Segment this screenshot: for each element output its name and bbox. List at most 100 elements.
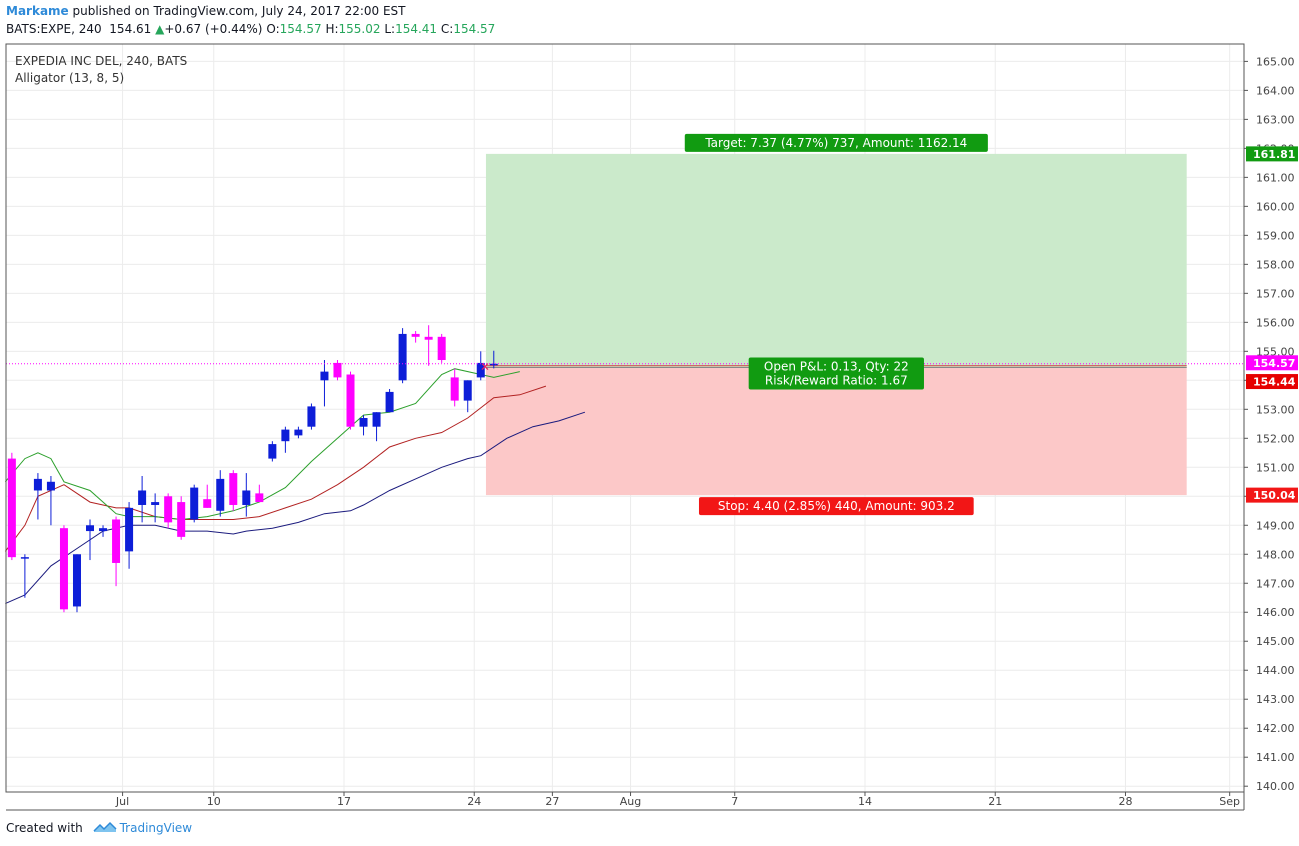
- legend-title: EXPEDIA INC DEL, 240, BATS: [15, 54, 187, 68]
- target-label-bg: [684, 133, 988, 152]
- candle-body[interactable]: [398, 333, 407, 381]
- target-label[interactable]: Target: 7.37 (4.77%) 737, Amount: 1162.1…: [684, 133, 988, 152]
- price-tick-label: 147.00: [1256, 577, 1295, 590]
- tradingview-logo-icon[interactable]: [93, 821, 117, 833]
- price-tick-label: 149.00: [1256, 519, 1295, 532]
- open-value: 154.57: [279, 22, 322, 36]
- candle-body[interactable]: [99, 528, 108, 532]
- candle-body[interactable]: [255, 493, 264, 503]
- price-tag: [1246, 487, 1298, 503]
- price-tick-label: 156.00: [1256, 316, 1295, 329]
- time-tick-label: 27: [545, 795, 559, 808]
- time-tick-label: Jul: [115, 795, 129, 808]
- candle-body[interactable]: [46, 481, 55, 491]
- price-tick-label: 152.00: [1256, 432, 1295, 445]
- price-tick-label: 165.00: [1256, 55, 1295, 68]
- price-tick-label: 142.00: [1256, 722, 1295, 735]
- candle-body[interactable]: [346, 374, 355, 427]
- time-tick-label: 24: [467, 795, 481, 808]
- low-label: L:: [384, 22, 396, 36]
- time-tick-label: 10: [207, 795, 221, 808]
- candle-body[interactable]: [20, 557, 29, 559]
- price-tick-label: 159.00: [1256, 229, 1295, 242]
- price-tag-label: 154.44: [1253, 376, 1296, 389]
- time-tick-label: 14: [858, 795, 872, 808]
- position-zones: [485, 153, 1187, 496]
- candle-body[interactable]: [216, 478, 225, 511]
- price-tag: [1246, 355, 1298, 371]
- price-tick-label: 158.00: [1256, 258, 1295, 271]
- risk-reward-label-text: Open P&L: 0.13, Qty: 22: [764, 360, 909, 374]
- candle-body[interactable]: [203, 499, 212, 508]
- candle-body[interactable]: [138, 490, 147, 505]
- candle-body[interactable]: [307, 406, 316, 427]
- candle-body[interactable]: [463, 380, 472, 401]
- time-tick-label: Aug: [620, 795, 641, 808]
- high-value: 155.02: [338, 22, 381, 36]
- risk-reward-label-text: Risk/Reward Ratio: 1.67: [765, 374, 908, 388]
- candle-body[interactable]: [424, 336, 433, 340]
- candle-body[interactable]: [411, 333, 420, 337]
- open-label: O:: [266, 22, 280, 36]
- close-label: C:: [440, 22, 454, 36]
- time-tick-label: 17: [337, 795, 351, 808]
- candle-body[interactable]: [112, 519, 121, 563]
- close-value: 154.57: [453, 22, 496, 36]
- candle-body[interactable]: [125, 507, 134, 552]
- candle-body[interactable]: [385, 391, 394, 413]
- candle-body[interactable]: [333, 362, 342, 378]
- price-chart[interactable]: Target: 7.37 (4.77%) 737, Amount: 1162.1…: [0, 0, 1299, 812]
- price-tick-label: 157.00: [1256, 287, 1295, 300]
- price-tick-label: 160.00: [1256, 200, 1295, 213]
- candle-body[interactable]: [450, 377, 459, 401]
- profit-zone[interactable]: [485, 153, 1187, 368]
- price-tick-label: 161.00: [1256, 171, 1295, 184]
- candle-body[interactable]: [33, 478, 42, 491]
- change-up-icon: ▲: [155, 22, 165, 36]
- low-value: 154.41: [395, 22, 438, 36]
- publish-info: Markame published on TradingView.com, Ju…: [6, 3, 406, 19]
- candle-body[interactable]: [281, 429, 290, 442]
- candle-body[interactable]: [489, 363, 498, 366]
- candle-body[interactable]: [151, 502, 160, 505]
- time-tick-label: 21: [988, 795, 1002, 808]
- symbol-interval: BATS:EXPE, 240: [6, 22, 102, 36]
- ohlc-header: BATS:EXPE, 240 154.61 ▲+0.67 (+0.44%) O:…: [6, 21, 495, 37]
- candle-body[interactable]: [476, 362, 485, 378]
- candle-body[interactable]: [242, 490, 251, 505]
- price-change: +0.67 (+0.44%): [164, 22, 263, 36]
- price-tick-label: 140.00: [1256, 780, 1295, 793]
- candle-body[interactable]: [86, 525, 95, 532]
- candle-body[interactable]: [164, 496, 173, 523]
- stop-label[interactable]: Stop: 4.40 (2.85%) 440, Amount: 903.2: [698, 497, 974, 516]
- price-tag-label: 161.81: [1253, 148, 1295, 161]
- legend-indicator[interactable]: Alligator (13, 8, 5): [15, 71, 124, 85]
- candle-body[interactable]: [59, 528, 68, 610]
- time-tick-label: 28: [1118, 795, 1132, 808]
- candle-body[interactable]: [320, 371, 329, 381]
- candle-body[interactable]: [177, 502, 186, 537]
- chart-frame: [5, 43, 1245, 811]
- candle-body[interactable]: [372, 412, 381, 427]
- created-with-text: Created with: [6, 821, 83, 835]
- grid: [6, 44, 1244, 792]
- candle-body[interactable]: [7, 458, 16, 558]
- risk-reward-label-bg: [748, 357, 924, 390]
- candles: [6, 325, 1244, 613]
- candle-body[interactable]: [229, 473, 238, 505]
- candle-body[interactable]: [268, 444, 277, 459]
- candle-body[interactable]: [72, 554, 81, 607]
- price-tick-label: 144.00: [1256, 664, 1295, 677]
- price-tick-label: 145.00: [1256, 635, 1295, 648]
- author-link[interactable]: Markame: [6, 4, 69, 18]
- price-tick-label: 164.00: [1256, 84, 1295, 97]
- candle-body[interactable]: [190, 487, 199, 520]
- price-tick-label: 153.00: [1256, 403, 1295, 416]
- candle-body[interactable]: [359, 418, 368, 427]
- stop-label-text: Stop: 4.40 (2.85%) 440, Amount: 903.2: [718, 499, 955, 513]
- candle-body[interactable]: [437, 336, 446, 361]
- candle-body[interactable]: [294, 429, 303, 436]
- footer: Created with TradingView: [6, 820, 192, 836]
- tradingview-brand-link[interactable]: TradingView: [119, 821, 193, 835]
